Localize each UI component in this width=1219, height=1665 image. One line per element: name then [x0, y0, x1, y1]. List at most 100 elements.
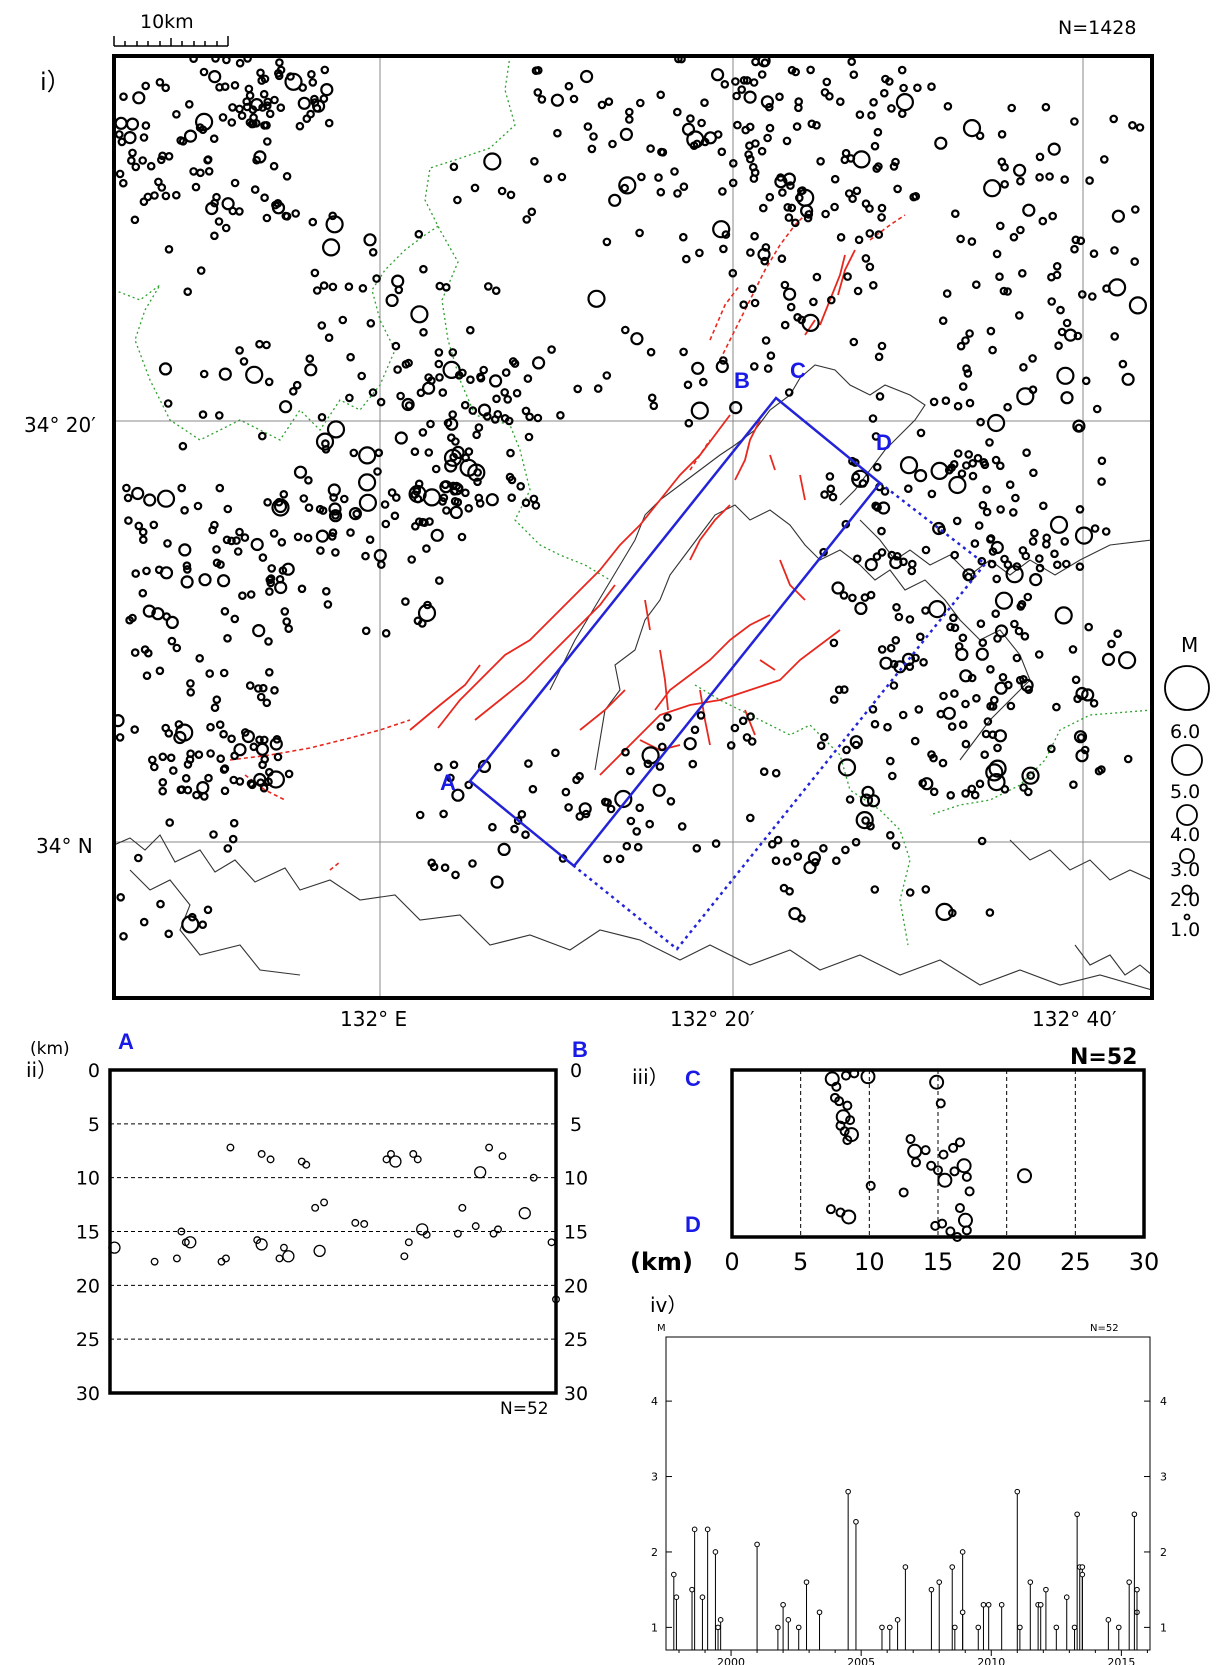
epicenter-marker	[1076, 733, 1086, 742]
epicenter-marker	[272, 734, 282, 744]
epicenter-marker	[306, 109, 315, 119]
epicenter-marker	[270, 685, 279, 695]
epicenter-marker	[1060, 537, 1070, 546]
epicenter-marker	[158, 777, 168, 787]
epicenter-marker	[317, 412, 327, 422]
epicenter-marker	[178, 137, 188, 146]
epicenter-marker	[242, 97, 252, 106]
epicenter-marker	[958, 720, 968, 730]
epicenter-marker	[464, 447, 474, 456]
epicenter-marker	[1029, 572, 1043, 587]
panel-i-map: i） 10km N=1428	[24, 11, 1210, 1031]
epicenter-marker	[293, 532, 303, 542]
epicenter-marker	[782, 136, 792, 146]
epicenter-marker	[255, 742, 269, 756]
epicenter-marker	[866, 821, 875, 831]
epicenter-marker	[445, 417, 459, 431]
epicenter-marker	[258, 683, 268, 693]
epicenter-marker	[227, 536, 236, 546]
epicenter-marker	[1081, 688, 1095, 702]
epicenter-marker	[157, 155, 166, 165]
distance-gridlines	[800, 1070, 1076, 1237]
epicenter-marker	[237, 111, 247, 121]
epicenter-marker	[797, 315, 806, 325]
epicenter-marker	[368, 388, 378, 397]
epicenter-marker	[1030, 528, 1039, 538]
epicenter-marker	[876, 501, 891, 515]
epicenter-marker	[645, 819, 655, 829]
epicenter-marker	[259, 735, 269, 745]
epicenter-marker	[865, 262, 875, 272]
epicenter-marker	[1101, 652, 1116, 667]
epicenter-marker	[1054, 341, 1063, 351]
epicenter-marker	[1075, 562, 1085, 572]
hypocenter-point	[184, 1236, 197, 1249]
epicenter-marker	[348, 506, 362, 521]
epicenter-marker	[158, 362, 173, 376]
epicenter-marker	[262, 698, 272, 708]
epicenter-marker	[155, 78, 165, 87]
epicenter-marker	[975, 131, 985, 141]
epicenter-marker	[967, 784, 977, 794]
epicenter-marker	[229, 818, 239, 828]
epicenter-marker	[614, 789, 633, 809]
epicenter-marker	[139, 197, 149, 207]
epicenter-marker	[796, 188, 815, 207]
epicenter-marker	[953, 401, 963, 411]
epicenter-marker	[394, 431, 408, 445]
epicenter-marker	[192, 790, 201, 800]
coastline	[114, 364, 1152, 991]
hypocenter-point	[409, 1150, 418, 1158]
epicenter-marker	[220, 764, 230, 773]
epicenter-marker	[172, 643, 182, 653]
epicenter-marker	[830, 202, 839, 212]
epicenter-marker	[995, 221, 1005, 231]
epicenter-marker	[633, 842, 643, 852]
hypocenter-point	[387, 1150, 395, 1158]
hypocenter-point	[948, 1142, 959, 1153]
epicenter-marker	[204, 167, 214, 176]
epicenter-marker	[1100, 155, 1109, 164]
epicenter-marker	[431, 464, 441, 474]
epicenter-marker	[183, 760, 193, 769]
epicenter-marker	[961, 336, 970, 345]
epicenter-marker	[244, 84, 254, 94]
epicenter-marker	[439, 480, 453, 494]
epicenter-marker	[985, 438, 994, 447]
hypocenter-point	[929, 1074, 945, 1090]
epicenter-marker	[978, 500, 988, 510]
epicenter-marker	[739, 76, 749, 85]
epicenter-marker	[1071, 675, 1081, 685]
epicenter-marker	[761, 336, 771, 345]
epicenter-marker	[746, 248, 755, 257]
epicenter-marker	[199, 369, 209, 379]
panel-iii-label: iii）	[632, 1065, 669, 1089]
epicenter-marker	[363, 233, 377, 247]
epicenter-marker	[521, 406, 531, 416]
epicenter-marker	[854, 601, 868, 616]
epicenter-marker	[1003, 287, 1012, 296]
hypocenter-point	[961, 1225, 972, 1236]
epicenter-marker	[679, 347, 688, 357]
epicenter-marker	[958, 633, 968, 643]
epicenter-marker	[793, 852, 803, 861]
epicenter-marker	[910, 736, 920, 746]
epicenter-marker	[474, 493, 484, 503]
epicenter-marker	[1118, 359, 1128, 369]
epicenter-marker	[975, 647, 989, 661]
epicenter-marker	[222, 535, 232, 545]
epicenter-marker	[657, 742, 667, 752]
point-c-label: C	[790, 358, 806, 383]
epicenter-marker	[308, 78, 318, 87]
epicenter-marker	[490, 875, 504, 889]
hypocenter-point	[389, 1155, 402, 1168]
epicenter-marker	[575, 771, 584, 781]
epicenter-marker	[531, 501, 541, 510]
epicenter-marker	[235, 58, 245, 68]
epicenter-marker	[211, 56, 220, 63]
lon-label-132-40: 132° 40′	[1032, 1007, 1117, 1031]
epicenter-marker	[175, 723, 194, 742]
epicenter-marker	[412, 487, 422, 496]
panel-i-label: i）	[40, 68, 71, 96]
epicenter-marker	[116, 892, 126, 902]
